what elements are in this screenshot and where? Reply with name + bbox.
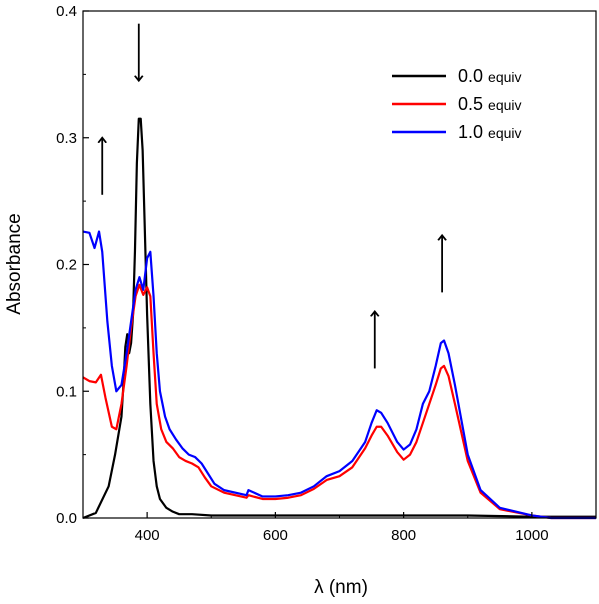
y-axis-title: Absorbance [4, 213, 25, 314]
series-line-0 [82, 117, 596, 520]
y-tick-label: 0.3 [56, 130, 77, 147]
y-tick-label: 0.1 [56, 383, 77, 400]
annotation-arrows [102, 23, 442, 369]
legend-label-0: 0.0 equiv [458, 66, 522, 86]
plot-frame [82, 10, 597, 519]
y-tick-label: 0.4 [56, 3, 77, 20]
series-line-2 [82, 230, 596, 520]
plot-lines [82, 117, 596, 520]
x-axis: 400 600 800 1000 [82, 512, 597, 544]
x-tick-label: 600 [263, 527, 288, 544]
y-tick-label: 0.2 [56, 257, 77, 274]
x-tick-label: 400 [135, 527, 160, 544]
series-line-1 [82, 283, 596, 520]
legend-label-1: 0.5 equiv [458, 94, 522, 114]
x-tick-label: 800 [391, 527, 416, 544]
y-axis: 0.0 0.1 0.2 0.3 0.4 [56, 3, 89, 527]
x-axis-title: λ (nm) [314, 577, 368, 598]
y-tick-label: 0.0 [56, 510, 77, 527]
legend-label-2: 1.0 equiv [458, 122, 522, 142]
legend: 0.0 equiv 0.5 equiv 1.0 equiv [392, 66, 522, 142]
x-tick-label: 1000 [515, 527, 548, 544]
